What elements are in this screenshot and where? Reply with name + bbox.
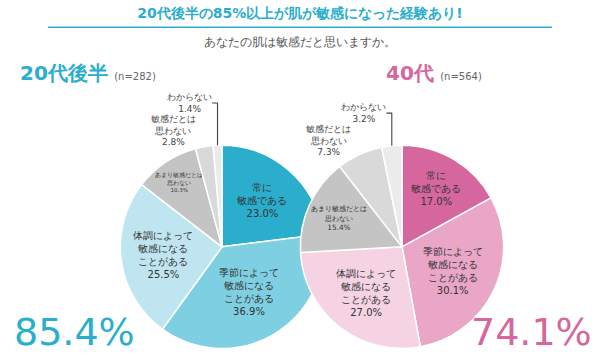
svg-text:体調によって敏感になることがある25.5%: 体調によって敏感になることがある25.5% — [133, 230, 193, 280]
svg-text:季節によって敏感になることがある30.1%: 季節によって敏感になることがある30.1% — [423, 246, 483, 296]
svg-text:20代後半 (n=282): 20代後半 (n=282) — [20, 61, 156, 85]
svg-text:敏感だとは思わない7.3%: 敏感だとは思わない7.3% — [306, 124, 351, 157]
svg-text:敏感だとは思わない2.8%: 敏感だとは思わない2.8% — [151, 114, 196, 147]
svg-text:あまり敏感だとは思わない10.3%: あまり敏感だとは思わない10.3% — [155, 172, 203, 192]
svg-text:季節によって敏感になることがある36.9%: 季節によって敏感になることがある36.9% — [219, 267, 279, 317]
svg-text:74.1%: 74.1% — [471, 310, 592, 354]
svg-text:あまり敏感だとは思わない15.4%: あまり敏感だとは思わない15.4% — [311, 204, 367, 232]
svg-text:体調によって敏感になることがある27.0%: 体調によって敏感になることがある27.0% — [336, 268, 396, 318]
svg-text:20代後半の85%以上が肌が敏感になった経験あり!: 20代後半の85%以上が肌が敏感になった経験あり! — [137, 5, 462, 21]
svg-text:わからない1.4%: わからない1.4% — [167, 92, 212, 114]
svg-text:85.4%: 85.4% — [14, 310, 135, 354]
svg-text:わからない3.2%: わからない3.2% — [341, 102, 386, 124]
svg-text:常に敏感である23.0%: 常に敏感である23.0% — [237, 182, 287, 219]
svg-text:常に敏感である17.0%: 常に敏感である17.0% — [411, 170, 461, 207]
svg-text:あなたの肌は敏感だと思いますか。: あなたの肌は敏感だと思いますか。 — [204, 35, 396, 49]
svg-text:40代 (n=564): 40代 (n=564) — [386, 61, 482, 85]
